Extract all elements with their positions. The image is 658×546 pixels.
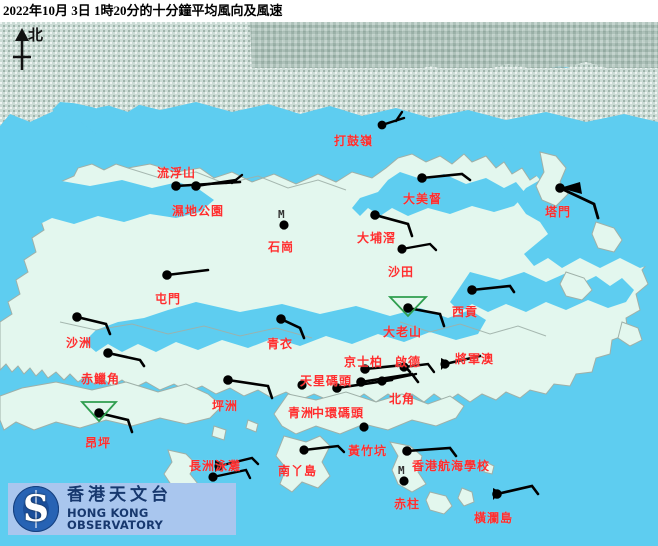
wind-barb-lau-fau-shan bbox=[171, 173, 244, 191]
wind-barb-sha-chau bbox=[72, 312, 112, 336]
po-toi-islands bbox=[425, 491, 453, 515]
wind-barb-lamma-island bbox=[299, 444, 346, 455]
wind-barb-peng-chau bbox=[223, 375, 274, 400]
wind-barb-sha-tin bbox=[397, 242, 438, 254]
station-marker-m: M bbox=[278, 208, 285, 221]
wind-barb-ngong-ping bbox=[94, 408, 134, 434]
hko-logo-zh: 香港天文台 bbox=[67, 485, 172, 506]
wind-barb-wetland-park bbox=[191, 178, 238, 191]
shenzhen-bay-water bbox=[52, 102, 208, 168]
wind-barb-waglan-island bbox=[492, 484, 540, 500]
lamma-island bbox=[275, 435, 331, 493]
gale-triangle-ngong-ping bbox=[79, 401, 119, 423]
hko-logo: 香港天文台 HONG KONG OBSERVATORY bbox=[8, 483, 236, 535]
wind-barb-dakuling bbox=[377, 110, 406, 130]
wind-barb-central-pier bbox=[332, 378, 394, 393]
wind-barb-tap-mun bbox=[555, 182, 600, 220]
wind-barb-tseung-kwan-o bbox=[440, 354, 482, 370]
gale-warning-triangles bbox=[79, 296, 429, 423]
wind-barb-tai-mei-tuk bbox=[417, 172, 472, 183]
wind-barb-tates-cairn bbox=[403, 303, 446, 328]
coastline-detail bbox=[59, 167, 547, 339]
wind-barb-kai-tak bbox=[399, 362, 436, 374]
hk-island bbox=[273, 391, 465, 435]
station-marker-m: M bbox=[398, 464, 405, 477]
tolo-harbour-water bbox=[352, 172, 526, 216]
mainland-terrain-dense bbox=[250, 22, 658, 80]
wind-barb-cheung-chau bbox=[208, 468, 252, 482]
station-dot-shek-kong bbox=[279, 220, 289, 230]
north-arrow-icon bbox=[13, 28, 31, 70]
sai-kung-islands bbox=[535, 151, 643, 347]
station-dot-stanley bbox=[399, 476, 409, 486]
page-title: 2022年10月 3日 1時20分的十分鐘平均風向及風速 bbox=[0, 0, 658, 22]
compass-north: 北 bbox=[6, 26, 66, 74]
wind-barb-tsing-yi bbox=[276, 314, 306, 340]
outlying-islets bbox=[211, 419, 495, 507]
deep-bay-water bbox=[0, 180, 214, 228]
lantau-island bbox=[0, 381, 223, 431]
sai-kung-water bbox=[450, 272, 634, 312]
wind-barb-sai-kung bbox=[467, 284, 516, 295]
wind-barb-north-point bbox=[377, 372, 418, 386]
gale-triangle-tates-cairn bbox=[387, 296, 429, 318]
wind-barb-chek-lap-kok bbox=[103, 348, 146, 368]
hong-kong-wind-map: 北 打鼓嶺 流浮山 濕地公園 大美督 塔門 M 石崗 大埔滘 沙田 屯門 西貢 大老山 沙洲 青衣 赤鱲角京… bbox=[0, 22, 658, 546]
wind-barb-tuen-mun bbox=[162, 268, 210, 280]
hko-logo-en: HONG KONG OBSERVATORY bbox=[67, 505, 164, 532]
wind-barb-hk-sea-school bbox=[402, 446, 458, 458]
hko-logo-icon bbox=[13, 486, 59, 532]
station-dot-wong-chuk-hang bbox=[359, 422, 369, 432]
wind-barb-cheung-chau-beach bbox=[214, 456, 260, 472]
station-dot-green-island bbox=[297, 380, 307, 390]
wind-barbs-layer bbox=[72, 110, 600, 500]
map-geography bbox=[0, 22, 658, 546]
compass-north-label: 北 bbox=[28, 26, 44, 44]
mainland-lowland bbox=[0, 68, 658, 122]
wind-barb-tai-po-kau bbox=[370, 210, 414, 238]
victoria-harbour-water bbox=[84, 302, 486, 352]
